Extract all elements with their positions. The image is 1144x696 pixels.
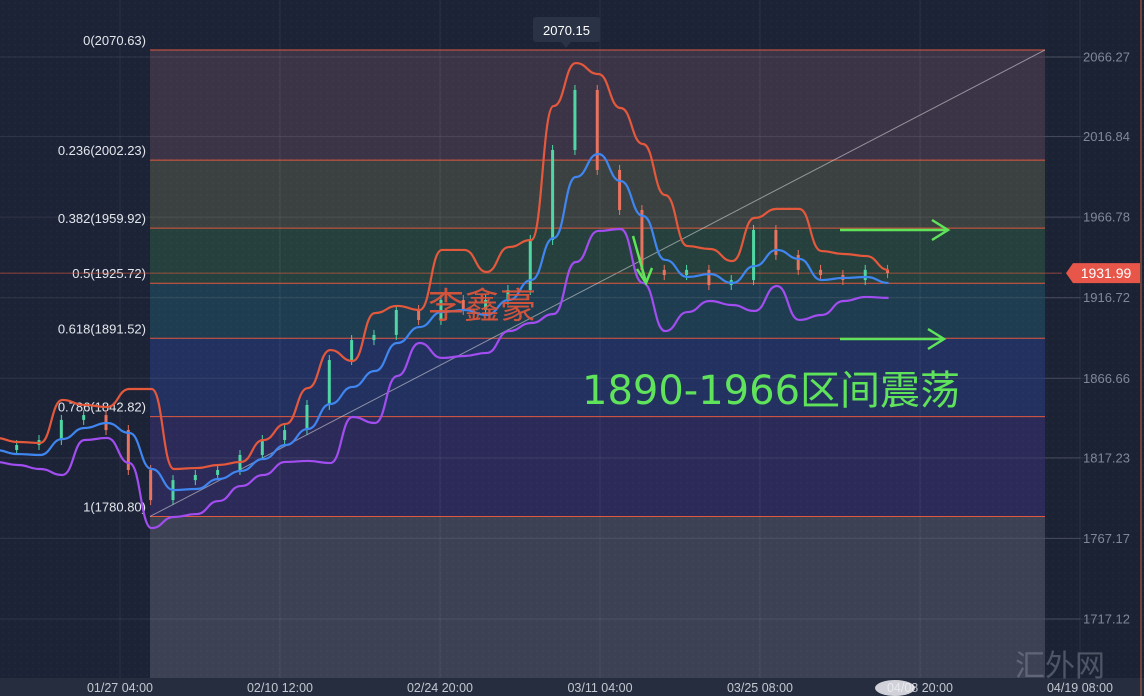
arrow-right-icon [931, 218, 951, 242]
candle-body [193, 474, 197, 481]
candle-body [327, 360, 331, 405]
candle-body [551, 149, 555, 240]
candle-body [15, 445, 19, 451]
peak-price-label: 2070.15 [543, 23, 590, 38]
candle-body [417, 309, 421, 320]
time-axis-label: 02/24 20:00 [407, 681, 473, 695]
fib-level-label: 1(1780.80) [83, 499, 146, 514]
candle-body [707, 269, 711, 286]
last-price-label: 1931.99 [1081, 265, 1132, 281]
price-axis-label: 1966.78 [1083, 210, 1130, 225]
fib-level-label: 0.382(1959.92) [58, 211, 146, 226]
price-axis-label: 1817.23 [1083, 450, 1130, 465]
annotations: 2070.15 1890-1966区间震荡 李鑫豪 [428, 17, 960, 414]
candle-body [305, 404, 309, 431]
candle-body [372, 334, 376, 341]
upper-band-line [0, 61, 889, 471]
price-axis-label: 2016.84 [1083, 129, 1130, 144]
candle-body [394, 309, 398, 335]
fib-level-label: 0.236(2002.23) [58, 143, 146, 158]
fib-level-label: 0.5(1925.72) [72, 266, 146, 281]
candle-body [484, 300, 488, 310]
candle-body [886, 269, 890, 274]
candle-body [863, 269, 867, 281]
time-axis-label: 01/27 04:00 [87, 681, 153, 695]
candle-body [283, 430, 287, 441]
peak-tooltip-pointer [561, 42, 571, 48]
grid [0, 0, 1100, 680]
lower-band-line [0, 227, 889, 530]
site-watermark: 汇外网 [1015, 649, 1105, 684]
candle-body [752, 229, 756, 281]
candle-body [618, 169, 622, 211]
range-annotation: 1890-1966区间震荡 [582, 368, 960, 414]
candle-body [528, 239, 532, 291]
bollinger-bands [0, 61, 889, 530]
candle-body [350, 340, 354, 361]
candle-body [149, 469, 153, 501]
candle-body [506, 290, 510, 301]
author-signature: 李鑫豪 [428, 286, 536, 327]
candle-body [685, 269, 689, 276]
price-axis-label: 1717.12 [1083, 611, 1130, 626]
candle-body [461, 300, 465, 310]
time-axis-label: 02/10 12:00 [247, 681, 313, 695]
time-axis-label: 04/19 08:00 [1047, 681, 1113, 695]
candle-body [640, 210, 644, 270]
time-axis [0, 678, 1144, 696]
price-axis-label: 1767.17 [1083, 531, 1130, 546]
middle-band-line [0, 152, 889, 492]
fib-level-label: 0.618(1891.52) [58, 321, 146, 336]
crosshair-blur [875, 680, 915, 696]
candle-body [126, 430, 130, 470]
last-price-tag [1066, 263, 1140, 284]
candle-body [573, 89, 577, 150]
time-axis-label: 03/11 04:00 [567, 681, 632, 695]
peak-tooltip [533, 17, 600, 42]
fibonacci-retracement: 0(2070.63) 0.236(2002.23) 0.382(1959.92) 0.… [0, 33, 1062, 517]
price-axis-label: 2066.27 [1083, 50, 1130, 65]
candle-body [59, 419, 63, 441]
candle-body [819, 269, 823, 276]
fib-level-label: 0(2070.63) [83, 33, 146, 48]
time-axis-label: 03/25 08:00 [727, 681, 793, 695]
candle-body [662, 269, 666, 276]
candle-body [796, 254, 800, 270]
candle-body [774, 229, 778, 255]
arrow-down-icon [635, 267, 654, 286]
arrow-right-icon [927, 327, 947, 351]
price-axis-label: 1916.72 [1083, 290, 1130, 305]
candle-body [595, 89, 599, 170]
candle-body [439, 300, 443, 320]
candle-body [82, 415, 86, 420]
candle-body [216, 469, 220, 475]
fib-trend-line [149, 49, 1046, 517]
candle-body [260, 440, 264, 456]
arrow-down-icon [631, 235, 648, 283]
price-axis-label: 1866.66 [1083, 371, 1130, 386]
